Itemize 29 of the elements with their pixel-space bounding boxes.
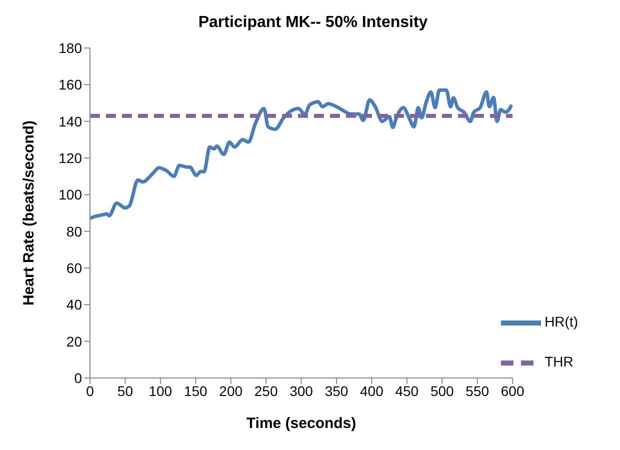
x-tick-label: 250 (254, 382, 278, 399)
y-tick-label: 60 (66, 260, 82, 276)
chart-title: Participant MK-- 50% Intensity (197, 14, 429, 32)
legend-label: HR(t) (544, 314, 578, 330)
legend-label: THR (544, 354, 574, 370)
y-tick-label: 20 (66, 333, 82, 350)
x-tick-label: 300 (290, 382, 314, 399)
x-tick-label: 0 (86, 382, 94, 399)
y-tick-label: 180 (58, 40, 82, 56)
x-tick-label: 100 (148, 382, 172, 399)
x-tick-label: 150 (184, 382, 208, 399)
x-axis-title: Time (seconds) (246, 415, 356, 432)
x-tick-label: 600 (500, 382, 524, 399)
y-tick-label: 120 (58, 150, 82, 166)
y-tick-label: 0 (74, 370, 82, 386)
x-tick-label: 350 (324, 382, 348, 399)
y-tick-label: 40 (66, 296, 82, 313)
x-tick-label: 550 (466, 382, 490, 399)
y-tick-label: 100 (58, 186, 82, 203)
x-tick-label: 400 (360, 382, 384, 399)
line-series (90, 88, 513, 220)
x-tick-label: 200 (219, 382, 243, 399)
y-tick-label: 160 (58, 76, 82, 93)
y-tick-label: 80 (66, 223, 82, 240)
y-tick-label: 140 (58, 113, 82, 130)
x-tick-label: 500 (430, 382, 454, 399)
y-axis-title: Heart Rate (beats/second) (20, 120, 38, 306)
x-tick-label: 50 (117, 382, 134, 399)
x-tick-label: 450 (395, 382, 419, 399)
